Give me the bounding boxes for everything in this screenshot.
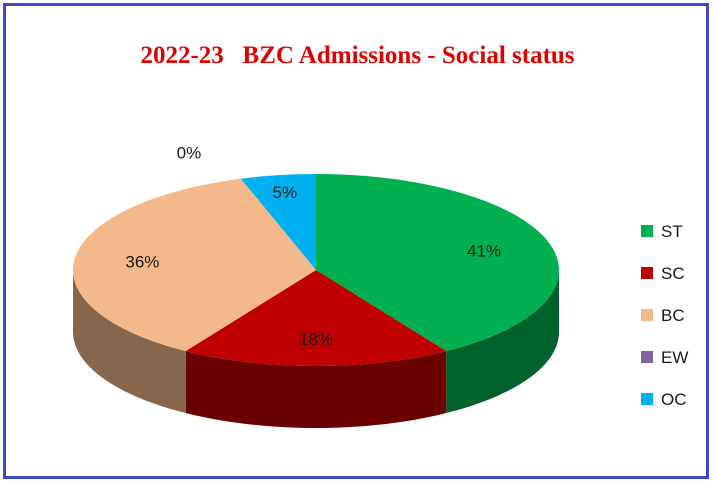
slice-side-sc <box>185 351 447 428</box>
legend-label-oc: OC <box>661 390 687 409</box>
legend-swatch-oc <box>641 393 653 405</box>
legend-label-ew: EW <box>661 348 688 367</box>
legend-label-bc: BC <box>661 306 685 325</box>
legend-swatch-bc <box>641 309 653 321</box>
slice-st <box>316 174 559 352</box>
legend-swatch-sc <box>641 267 653 279</box>
legend-label-sc: SC <box>661 264 685 283</box>
chart-title: 2022-23 BZC Admissions - Social status <box>140 42 575 69</box>
legend-swatch-st <box>641 225 653 237</box>
slice-bc <box>73 178 316 352</box>
legend-label-st: ST <box>661 222 683 241</box>
slice-oc <box>240 174 316 270</box>
slice-side-st <box>446 270 559 414</box>
data-label-ew: 0% <box>177 144 202 163</box>
slice-side-bc <box>73 270 186 414</box>
pie-slices <box>73 174 559 366</box>
data-label-bc: 36% <box>125 252 159 271</box>
data-label-oc: 5% <box>273 183 298 202</box>
pie-sides <box>73 270 559 428</box>
slice-sc <box>185 270 447 366</box>
data-labels: 41% 18% 36% 0% 5% <box>125 144 501 349</box>
data-label-st: 41% <box>467 242 501 261</box>
data-label-sc: 18% <box>299 330 333 349</box>
legend: ST SC BC EW OC <box>641 222 688 409</box>
legend-swatch-ew <box>641 351 653 363</box>
